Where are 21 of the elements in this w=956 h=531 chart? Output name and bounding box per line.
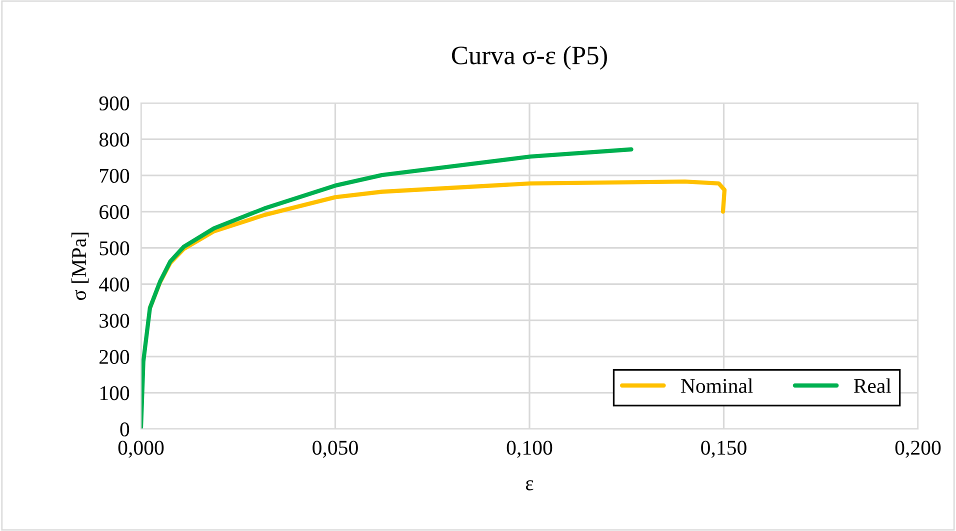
x-tick-label: 0,050	[312, 440, 358, 458]
y-tick-label: 500	[100, 241, 130, 256]
x-tick-label: 0,000	[118, 440, 164, 458]
y-axis-title: σ [MPa]	[71, 232, 89, 300]
legend-label: Nominal	[680, 378, 753, 393]
y-tick-label: 100	[100, 386, 130, 400]
y-tick-label: 200	[100, 350, 130, 364]
x-axis-title: ε	[526, 480, 534, 490]
y-tick-label: 900	[99, 96, 130, 110]
y-tick-label: 0	[120, 422, 130, 436]
y-tick-label: 300	[100, 314, 130, 328]
y-tick-label: 600	[100, 205, 130, 220]
chart-title: Curva σ-ε (P5)	[452, 46, 607, 70]
legend-label: Real	[854, 378, 892, 393]
y-tick-label: 700	[100, 168, 130, 183]
x-tick-label: 0,150	[701, 440, 746, 458]
x-tick-label: 0,100	[506, 440, 552, 458]
line-series	[141, 147, 634, 429]
y-tick-label: 400	[99, 277, 130, 292]
y-tick-label: 800	[99, 132, 130, 147]
x-tick-label: 0,200	[895, 440, 941, 458]
